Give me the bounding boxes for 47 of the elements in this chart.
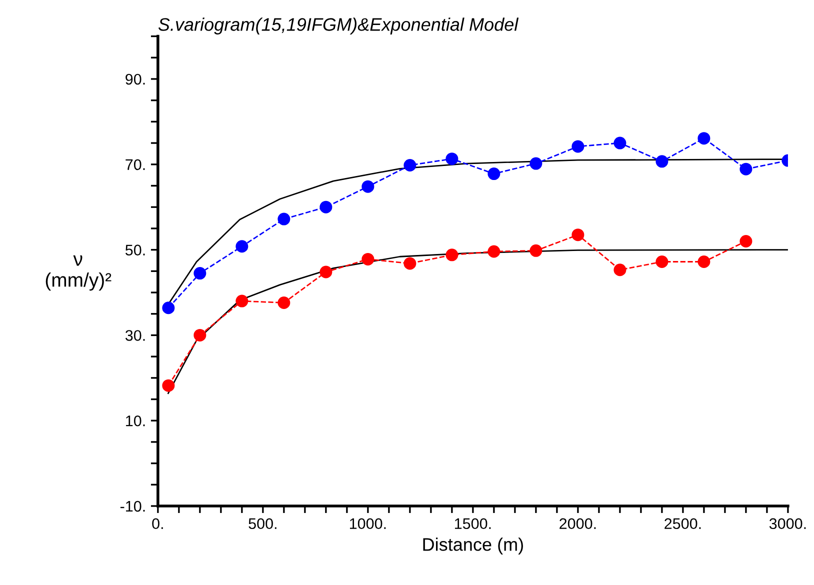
- x-tick-label: 2500.: [664, 518, 701, 530]
- x-tick-label: 3000.: [769, 518, 806, 530]
- point: [362, 180, 374, 193]
- point: [236, 240, 248, 253]
- y-tick-label: 30.: [125, 330, 145, 341]
- point: [362, 252, 374, 266]
- y-tick-label: 70.: [126, 159, 145, 170]
- point: [278, 212, 290, 226]
- y-tick-label: -10.: [120, 500, 145, 512]
- point: [194, 267, 206, 280]
- point: [236, 294, 248, 308]
- y-axis-title: ν (mm/y)²: [46, 255, 112, 291]
- point: [162, 302, 175, 314]
- point: [446, 248, 458, 262]
- x-tick-label: 1500.: [454, 518, 491, 530]
- x-tick-label: 2000.: [560, 518, 596, 530]
- point: [488, 168, 500, 180]
- point: [614, 264, 626, 276]
- point: [614, 136, 626, 150]
- point: [656, 155, 668, 168]
- line-series: [168, 249, 788, 394]
- x-tick-label: 0.: [152, 518, 163, 530]
- point: [404, 257, 416, 270]
- point: [320, 200, 332, 214]
- point: [404, 158, 416, 172]
- x-axis-title: Distance (m): [423, 538, 523, 554]
- point: [194, 328, 206, 342]
- point: [446, 152, 458, 166]
- point: [320, 266, 332, 278]
- y-tick-label: 10.: [126, 415, 145, 426]
- point: [740, 162, 752, 176]
- point: [572, 228, 584, 242]
- point: [572, 140, 584, 153]
- point: [698, 256, 710, 268]
- point: [530, 244, 542, 257]
- chart-title: S.variogram(15,19IFGM)&Exponential Model: [158, 18, 519, 34]
- point: [530, 157, 542, 170]
- point: [698, 132, 710, 145]
- x-tick-label: 500.: [248, 518, 276, 530]
- point: [656, 256, 668, 268]
- point: [278, 296, 290, 309]
- x-tick-label: 1000.: [350, 518, 386, 530]
- y-tick-label: 50.: [125, 244, 145, 256]
- y-tick-label: 90.: [126, 74, 145, 85]
- point: [740, 235, 752, 248]
- point: [162, 379, 175, 392]
- point: [488, 245, 500, 258]
